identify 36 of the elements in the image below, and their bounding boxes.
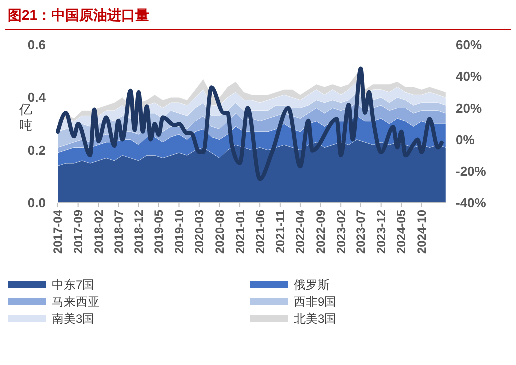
chart-title: 图21：中国原油进口量	[8, 7, 150, 23]
y2-tick-label: -20%	[456, 164, 487, 179]
x-tick-label: 2020-03	[192, 210, 207, 254]
legend-label: 北美3国	[294, 312, 337, 326]
x-tick-label: 2021-06	[253, 210, 268, 254]
x-tick-label: 2019-10	[172, 210, 186, 254]
x-tick-label: 2023-02	[334, 210, 348, 254]
legend-label: 中东7国	[52, 278, 95, 292]
y2-tick-label: -40%	[456, 196, 487, 211]
x-tick-label: 2019-05	[152, 210, 166, 254]
y2-tick-label: 60%	[456, 38, 482, 53]
legend-label: 西非9国	[294, 295, 337, 310]
x-tick-label: 2024-05	[394, 210, 409, 254]
x-tick-label: 2020-08	[212, 210, 227, 254]
x-tick-label: 2022-04	[294, 210, 308, 254]
y2-tick-label: 40%	[456, 69, 482, 84]
x-tick-label: 2023-12	[374, 210, 389, 254]
legend-label: 俄罗斯	[294, 278, 330, 292]
x-tick-label: 2021-11	[274, 210, 288, 254]
x-tick-label: 2018-07	[112, 210, 126, 254]
x-tick-label: 2018-02	[92, 210, 106, 254]
x-tick-label: 2017-09	[72, 210, 86, 254]
legend-label: 南美3国	[52, 312, 95, 326]
x-tick-label: 2023-07	[354, 210, 368, 254]
y-tick-label: 0.2	[28, 142, 46, 158]
legend-label: 马来西亚	[52, 295, 100, 310]
line-series	[56, 66, 444, 182]
x-tick-label: 2017-04	[51, 210, 66, 254]
x-tick-label: 2022-09	[314, 210, 328, 254]
x-tick-label: 2018-12	[132, 210, 146, 254]
y-tick-label: 0.0	[28, 196, 46, 211]
y2-tick-label: 0%	[456, 132, 476, 148]
y-tick-label: 0.6	[28, 38, 46, 53]
y2-tick-label: 20%	[456, 100, 482, 116]
x-tick-label: 2021-01	[233, 210, 248, 254]
x-tick-label: 2024-10	[415, 210, 430, 254]
